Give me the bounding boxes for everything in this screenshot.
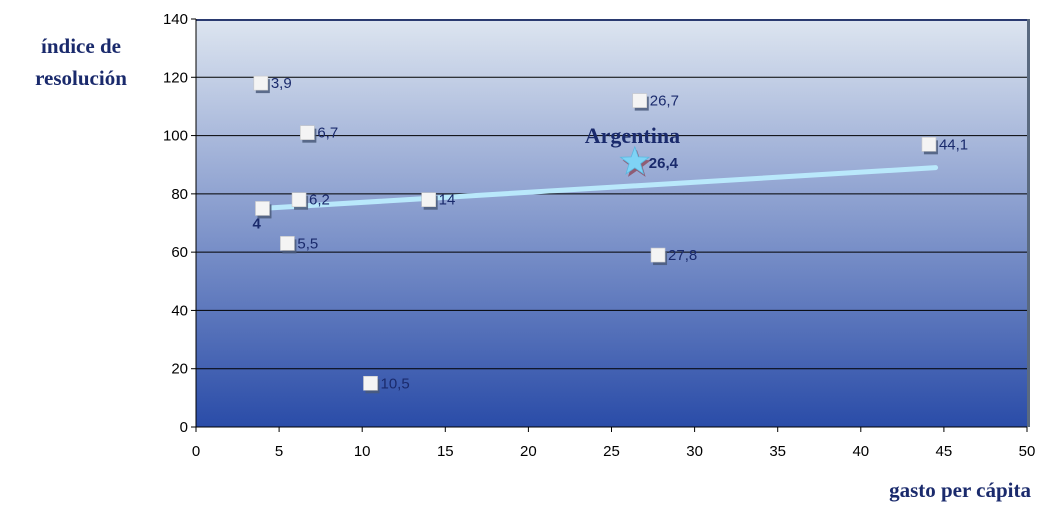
data-point xyxy=(363,375,378,391)
x-tick-label: 40 xyxy=(852,443,869,460)
data-label: 5,5 xyxy=(297,235,318,252)
data-label: 10,5 xyxy=(381,375,410,392)
data-point xyxy=(650,247,666,263)
data-point xyxy=(921,137,937,152)
x-tick-label: 20 xyxy=(520,443,537,460)
y-tick-label: 60 xyxy=(171,244,188,261)
data-label: 26,7 xyxy=(650,93,679,110)
x-tick-label: 25 xyxy=(603,443,620,460)
data-label: 44,1 xyxy=(939,136,968,153)
x-tick-label: 5 xyxy=(275,443,283,460)
highlight-data-label: 26,4 xyxy=(649,155,679,172)
data-label: 6,2 xyxy=(309,192,330,209)
y-tick-label: 20 xyxy=(171,361,188,378)
x-tick-label: 35 xyxy=(769,443,786,460)
data-point xyxy=(421,192,436,207)
data-point xyxy=(253,75,269,91)
data-label: 6,7 xyxy=(317,125,338,142)
data-label: 3,9 xyxy=(271,75,292,92)
data-label: 4 xyxy=(252,215,261,232)
x-tick-label: 30 xyxy=(686,443,703,460)
y-tick-label: 40 xyxy=(171,302,188,319)
trend-line xyxy=(259,165,939,211)
data-label: 27,8 xyxy=(668,247,697,264)
highlight-star xyxy=(619,145,651,175)
y-tick-label: 120 xyxy=(163,69,188,86)
data-point xyxy=(291,192,307,207)
x-tick-label: 50 xyxy=(1019,443,1036,460)
x-tick-label: 0 xyxy=(192,443,200,460)
y-tick-label: 0 xyxy=(180,419,188,436)
data-point xyxy=(280,236,295,251)
plot-area xyxy=(196,19,1027,427)
x-tick-label: 15 xyxy=(437,443,454,460)
y-axis-title-line-2: resolución xyxy=(35,66,127,90)
x-tick-label: 45 xyxy=(936,443,953,460)
y-tick-label: 80 xyxy=(171,186,188,203)
data-point xyxy=(300,125,315,140)
data-label: 14 xyxy=(439,192,456,209)
y-tick-label: 140 xyxy=(163,11,188,28)
y-axis-title: índice de resolución xyxy=(6,30,156,94)
x-axis-title: gasto per cápita xyxy=(889,478,1031,502)
data-point xyxy=(255,201,270,216)
highlight-annotation: Argentina xyxy=(585,123,680,148)
x-tick-label: 10 xyxy=(354,443,371,460)
y-axis-title-line-1: índice de xyxy=(41,34,121,58)
y-tick-label: 100 xyxy=(163,128,188,145)
data-point xyxy=(632,93,648,108)
